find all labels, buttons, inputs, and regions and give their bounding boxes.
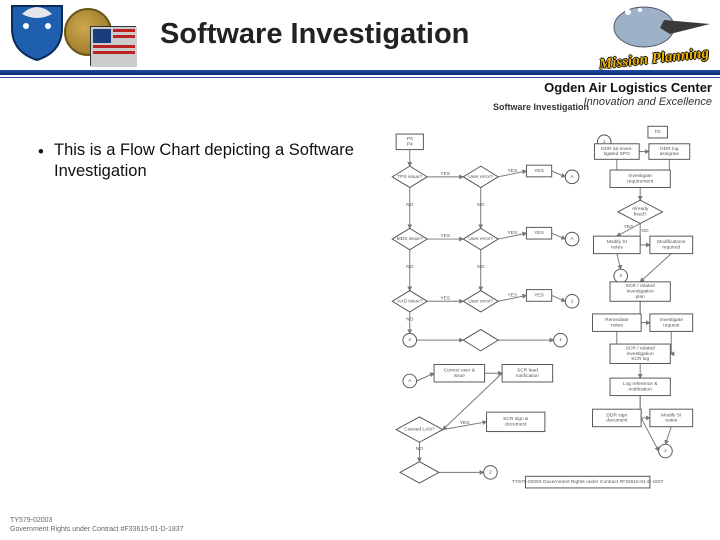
svg-text:YES: YES: [624, 224, 634, 230]
svg-text:YES: YES: [507, 230, 517, 236]
svg-text:2: 2: [489, 470, 492, 476]
flow-edge: [665, 427, 671, 445]
svg-text:YES: YES: [534, 231, 544, 237]
slide-title: Software Investigation: [160, 18, 469, 51]
flow-node-d_info: [463, 329, 498, 350]
flow-edge: [552, 295, 566, 301]
svg-text:2: 2: [619, 273, 622, 279]
svg-text:NO: NO: [416, 446, 424, 452]
svg-text:NO: NO: [477, 264, 485, 270]
svg-text:NO: NO: [406, 264, 414, 270]
svg-text:NO: NO: [406, 317, 414, 323]
right-logo: Mission Planning: [594, 2, 714, 72]
flowchart-title: Software Investigation: [366, 102, 716, 112]
svg-text:YES: YES: [440, 233, 450, 239]
svg-text:User error?: User error?: [468, 174, 493, 180]
slide-header: Software Investigation Mission Planning …: [0, 0, 720, 88]
flag-icon: [90, 26, 136, 66]
svg-text:NO: NO: [641, 228, 649, 234]
shield-icon: [6, 2, 68, 64]
svg-text:NO: NO: [477, 202, 485, 208]
svg-text:MDS issue?: MDS issue?: [397, 236, 423, 242]
flow-edge: [552, 171, 566, 177]
svg-text:TPS issue?: TPS issue?: [397, 174, 422, 180]
svg-text:AAD issue?: AAD issue?: [397, 299, 423, 305]
org-name: Ogden Air Logistics Center: [544, 80, 712, 95]
svg-text:P2: P2: [655, 129, 661, 135]
svg-text:YES: YES: [440, 295, 450, 301]
svg-text:DDR as-inves-tigated SPO: DDR as-inves-tigated SPO: [601, 146, 633, 157]
svg-text:YES: YES: [440, 171, 450, 177]
svg-text:YES: YES: [507, 168, 517, 174]
globe-jet-icon: [594, 2, 714, 52]
flow-edge: [552, 233, 566, 239]
svg-text:YES: YES: [460, 420, 470, 426]
svg-text:TY579-02003 Government Right: TY579-02003 Government Rights under Cont…: [512, 479, 664, 485]
bullet-marker: •: [38, 142, 44, 163]
svg-text:DDR signdocument: DDR signdocument: [606, 413, 628, 424]
svg-text:User error?: User error?: [468, 299, 493, 305]
slide-footer: TY579-02003 Government Rights under Cont…: [10, 517, 184, 534]
svg-text:YES: YES: [534, 168, 544, 174]
flow-edge: [617, 254, 621, 270]
svg-text:1: 1: [559, 337, 562, 343]
slide-root: Software Investigation Mission Planning …: [0, 0, 720, 540]
footer-line1: TY579-02003: [10, 517, 184, 525]
bullet-text: This is a Flow Chart depicting a Softwar…: [54, 141, 354, 180]
flow-edge: [417, 373, 435, 381]
footer-line2: Government Rights under Contract #F33615…: [10, 526, 184, 534]
svg-text:DDR logassignee: DDR logassignee: [660, 146, 680, 157]
left-logos: [6, 2, 126, 70]
svg-text:SCR sign &document: SCR sign &document: [503, 416, 529, 427]
header-rule-thin: [0, 77, 720, 78]
svg-text:1: 1: [571, 299, 574, 305]
svg-text:YES: YES: [507, 292, 517, 298]
svg-text:2: 2: [408, 337, 411, 343]
flowchart-panel: Software Investigation YES YES NO NO YES YES N…: [366, 102, 716, 512]
svg-text:P3P4: P3P4: [407, 136, 413, 147]
svg-text:YES: YES: [534, 293, 544, 299]
svg-text:Investigaterequirement: Investigaterequirement: [627, 173, 654, 184]
flowchart-svg: YES YES NO NO YES YES NO NO YES YES NO YES NO YES NO P…: [366, 112, 716, 510]
flow-edge: [640, 254, 671, 282]
svg-text:Caused LAN?: Caused LAN?: [404, 427, 435, 433]
header-rule-thick: [0, 70, 720, 75]
svg-text:NO: NO: [406, 202, 414, 208]
flow-node-d_end: [400, 462, 439, 483]
body-bullet: • This is a Flow Chart depicting a Softw…: [54, 140, 364, 181]
svg-text:User error?: User error?: [468, 236, 493, 242]
svg-text:2: 2: [664, 448, 667, 454]
svg-text:Alreadyfixed?: Alreadyfixed?: [632, 206, 649, 217]
svg-text:SCR leadnotification: SCR leadnotification: [516, 368, 540, 379]
